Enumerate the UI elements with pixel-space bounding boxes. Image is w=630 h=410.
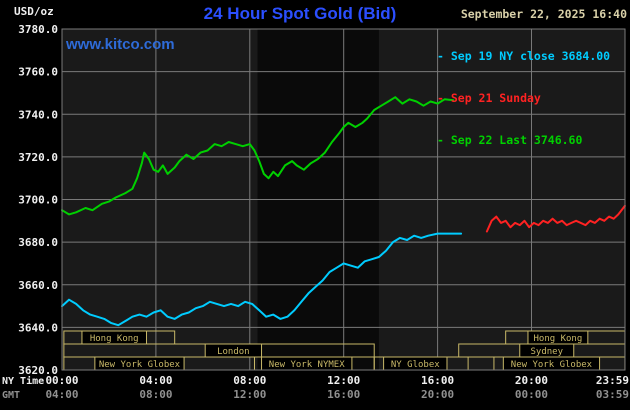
page-title: 24 Hour Spot Gold (Bid) bbox=[203, 4, 397, 23]
legend-item-sep19-close: - Sep 19 NY close 3684.00 bbox=[437, 49, 611, 63]
session-label: London bbox=[217, 347, 250, 357]
legend: - Sep 19 NY close 3684.00 - Sep 21 Sunda… bbox=[437, 21, 610, 175]
y-axis-units-label: USD/oz bbox=[14, 5, 54, 18]
session-label: Hong Kong bbox=[90, 334, 139, 344]
chart-datetime: September 22, 2025 16:40 bbox=[460, 7, 627, 21]
x-tick-gmt: 00:00 bbox=[515, 388, 548, 401]
y-tick-label: 3780.0 bbox=[18, 23, 58, 36]
session-label: Sydney bbox=[530, 347, 563, 357]
y-tick-label: 3660.0 bbox=[18, 279, 58, 292]
y-tick-label: 3700.0 bbox=[18, 194, 58, 207]
x-tick-gmt: 20:00 bbox=[421, 388, 454, 401]
kitco-website-link[interactable]: www.kitco.com bbox=[66, 36, 175, 53]
session-label: New York NYMEX bbox=[269, 360, 345, 370]
price-line-sep-22-last bbox=[61, 96, 455, 216]
legend-item-sep22-last: - Sep 22 Last 3746.60 bbox=[437, 133, 583, 147]
session-label: NY Globex bbox=[391, 360, 440, 370]
y-tick-label: 3720.0 bbox=[18, 151, 58, 164]
session-label: New York Globex bbox=[511, 360, 593, 370]
y-tick-label: 3620.0 bbox=[18, 364, 58, 377]
x-tick-ny: 20:00 bbox=[515, 374, 548, 387]
legend-item-sep21-sunday: - Sep 21 Sunday bbox=[437, 91, 541, 105]
y-tick-label: 3760.0 bbox=[18, 66, 58, 79]
x-tick-ny: 08:00 bbox=[233, 374, 266, 387]
x-tick-ny: 00:00 bbox=[45, 374, 78, 387]
x-tick-gmt: 08:00 bbox=[139, 388, 172, 401]
x-tick-gmt: 12:00 bbox=[233, 388, 266, 401]
y-tick-label: 3640.0 bbox=[18, 321, 58, 334]
x-tick-ny: 23:59 bbox=[596, 374, 629, 387]
x-tick-ny: 04:00 bbox=[139, 374, 172, 387]
y-tick-label: 3680.0 bbox=[18, 236, 58, 249]
session-label: Hong Kong bbox=[534, 334, 583, 344]
y-tick-label: 3740.0 bbox=[18, 108, 58, 121]
session-label: New York Globex bbox=[99, 360, 181, 370]
price-line-sep-21-sunday bbox=[485, 204, 626, 233]
price-line-sep-19-ny-close bbox=[61, 232, 463, 327]
x-tick-gmt: 16:00 bbox=[327, 388, 360, 401]
x-tick-ny: 12:00 bbox=[327, 374, 360, 387]
x-tick-gmt: 03:59 bbox=[596, 388, 629, 401]
ny-time-row-label: NY Time bbox=[2, 375, 44, 387]
gmt-row-label: GMT bbox=[2, 390, 20, 401]
x-tick-ny: 16:00 bbox=[421, 374, 454, 387]
plot-border bbox=[61, 28, 626, 371]
x-tick-gmt: 04:00 bbox=[45, 388, 78, 401]
